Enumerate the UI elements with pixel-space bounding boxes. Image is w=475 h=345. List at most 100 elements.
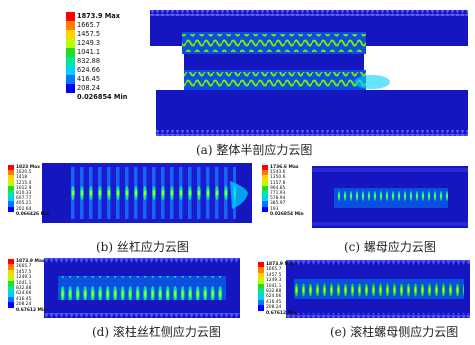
legend-entry: 0.67612 Min: [8, 308, 47, 313]
legend-swatch: [262, 201, 268, 207]
legend-entry: 1665.7: [8, 264, 47, 270]
legend-label: 1249.3: [16, 275, 32, 281]
nut-model-graphic: [312, 166, 468, 228]
legend-swatch: [258, 267, 264, 273]
upper-roller-stress: [182, 34, 366, 52]
legend-swatch: [8, 175, 14, 181]
legend-swatch: [8, 185, 14, 191]
legend-swatch: [66, 21, 75, 30]
legend-swatch: [8, 259, 14, 265]
legend-swatch: [8, 212, 14, 217]
roller-nut-side-graphic: [286, 260, 470, 318]
legend-label: 1873.9 Max: [77, 12, 121, 20]
legend-label: 1736.6 Max: [270, 165, 299, 170]
color-legend-c: 1736.6 Max 1543.6 1350.6 1157.8 964.85 771.93…: [262, 165, 304, 217]
legend-entry: 1457.5: [8, 269, 47, 276]
legend-swatch: [262, 196, 268, 202]
legend-label: 0.026854 Min: [270, 211, 304, 217]
legend-entry: 771.93: [262, 191, 304, 197]
legend-label: 1249.3: [266, 278, 282, 284]
legend-label: 578.94: [270, 196, 286, 202]
legend-swatch: [8, 308, 14, 313]
caption-d: (d) 滚柱丝杠侧应力云图: [92, 325, 221, 339]
legend-swatch: [66, 93, 75, 102]
legend-entry: 624.66: [8, 291, 47, 297]
legend-label: 202.64: [16, 206, 32, 212]
legend-swatch: [262, 191, 268, 197]
legend-swatch: [258, 283, 264, 290]
legend-swatch: [8, 206, 14, 212]
legend-label: 624.66: [16, 291, 32, 297]
legend-label: 416.45: [266, 299, 282, 305]
legend-swatch: [8, 196, 14, 202]
legend-label: 1665.7: [16, 264, 32, 270]
stress-contour-screw: [42, 163, 252, 223]
legend-swatch: [262, 165, 268, 171]
legend-label: 416.45: [77, 75, 101, 83]
legend-swatch: [66, 57, 75, 66]
stress-contour-roller-nut-side: [286, 260, 470, 318]
legend-label: 0.066426 Min: [16, 211, 50, 217]
legend-label: 832.88: [16, 286, 32, 292]
legend-entry: 208.24: [258, 305, 297, 311]
legend-swatch: [262, 206, 268, 212]
legend-label: 832.88: [266, 289, 282, 295]
legend-entry: 832.88: [258, 289, 297, 295]
legend-entry: 1620.5: [8, 170, 50, 176]
legend-entry: 1041.1: [8, 280, 47, 287]
legend-entry: 0.026854 Min: [262, 212, 304, 217]
legend-label: 0.67612 Min: [16, 307, 47, 313]
legend-entry: 1157.8: [262, 180, 304, 186]
legend-label: 810.33: [16, 191, 32, 197]
legend-label: 1249.3: [77, 39, 101, 47]
legend-label: 1620.5: [16, 170, 32, 176]
color-legend-e: 1873.9 Max 1665.7 1457.5 1249.3 1041.1 832.88…: [258, 262, 297, 316]
legend-swatch: [8, 201, 14, 207]
legend-swatch: [262, 185, 268, 191]
legend-label: 771.93: [270, 191, 286, 197]
legend-label: 1215.4: [16, 180, 32, 186]
legend-swatch: [8, 291, 14, 297]
screw-model-graphic: [42, 163, 252, 223]
legend-swatch: [262, 175, 268, 181]
legend-label: 1823 Max: [16, 165, 40, 170]
caption-b: (b) 丝杠应力云图: [96, 240, 189, 254]
legend-entry: 607.77: [8, 196, 50, 202]
color-legend-d: 1873.9 Max 1665.7 1457.5 1249.3 1041.1 832.88…: [8, 259, 47, 313]
legend-swatch: [8, 275, 14, 281]
legend-swatch: [8, 286, 14, 292]
legend-entry: 0.67612 Min: [258, 311, 297, 316]
legend-entry: 1418: [8, 175, 50, 181]
legend-entry: 1249.3: [258, 278, 297, 284]
legend-entry: 0.026854 Min: [66, 93, 127, 102]
legend-entry: 1873.9 Max: [66, 12, 127, 21]
legend-label: 405.21: [16, 201, 32, 207]
legend-swatch: [8, 264, 14, 270]
overall-model-graphic: [150, 10, 468, 136]
legend-swatch: [8, 280, 14, 287]
legend-entry: 1823 Max: [8, 165, 50, 171]
legend-swatch: [66, 39, 75, 48]
legend-swatch: [66, 84, 75, 93]
legend-swatch: [258, 272, 264, 279]
legend-entry: 202.64: [8, 206, 50, 212]
legend-entry: 1012.9: [8, 185, 50, 191]
legend-swatch: [8, 269, 14, 276]
legend-entry: 1041.1: [66, 48, 127, 57]
legend-label: 1418: [16, 175, 28, 181]
legend-label: 1873.9 Max: [16, 259, 45, 264]
legend-entry: 208.24: [8, 302, 47, 308]
legend-label: 1457.5: [77, 30, 101, 38]
legend-swatch: [258, 278, 264, 284]
legend-label: 208.24: [266, 305, 282, 311]
legend-entry: 578.94: [262, 196, 304, 202]
color-legend-b: 1823 Max 1620.5 1418 1215.4 1012.9 810.33 607.…: [8, 165, 50, 217]
legend-entry: 1215.4: [8, 180, 50, 186]
legend-swatch: [8, 180, 14, 186]
legend-swatch: [258, 299, 264, 306]
legend-entry: 385.97: [262, 201, 304, 207]
legend-swatch: [258, 305, 264, 311]
legend-entry: 1457.5: [258, 272, 297, 279]
legend-label: 607.77: [16, 196, 32, 202]
legend-label: 624.66: [266, 294, 282, 300]
